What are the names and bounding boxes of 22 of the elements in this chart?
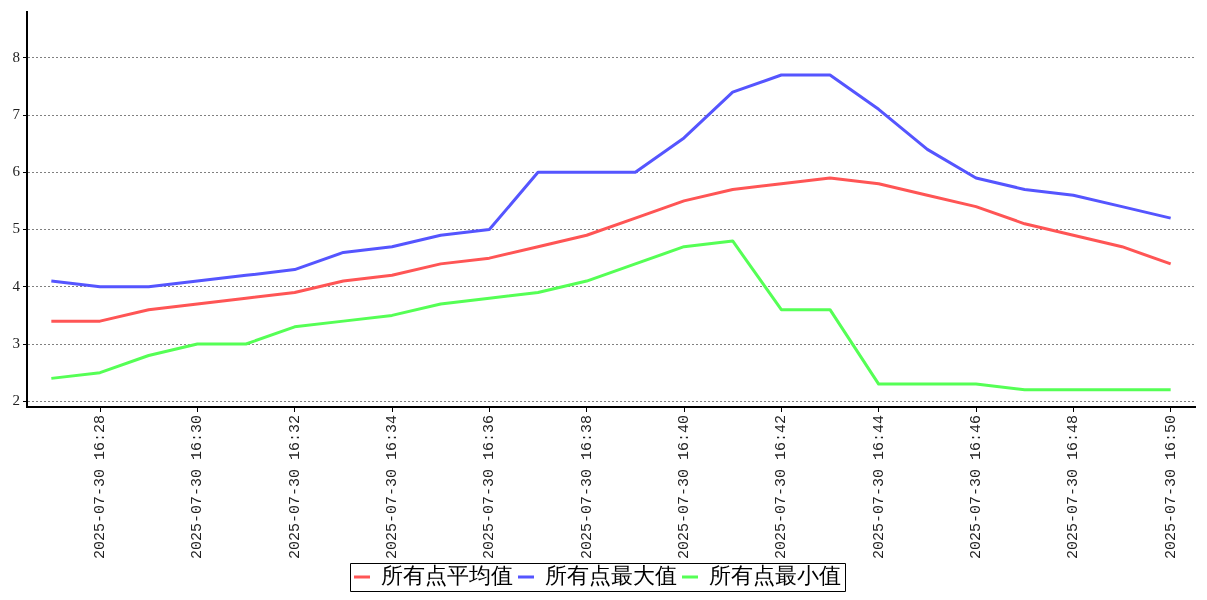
x-tick-label: 2025-07-30 16:48: [1065, 415, 1083, 560]
legend-label: 所有点平均值: [381, 562, 513, 588]
x-tick-label: 2025-07-30 16:28: [91, 415, 109, 560]
x-tick-label: 2025-07-30 16:36: [481, 415, 499, 560]
x-tick-label: 2025-07-30 16:32: [286, 415, 304, 560]
legend-label: 所有点最小值: [709, 562, 841, 588]
x-tick-label: 2025-07-30 16:34: [383, 415, 401, 560]
x-tick-label: 2025-07-30 16:42: [773, 415, 791, 560]
x-tick-label: 2025-07-30 16:50: [1162, 415, 1180, 560]
y-tick-label: 3: [12, 334, 20, 351]
y-tick-label: 4: [12, 277, 21, 294]
x-tick-label: 2025-07-30 16:44: [870, 415, 888, 560]
x-tick-label: 2025-07-30 16:38: [578, 415, 596, 560]
x-tick-label: 2025-07-30 16:40: [675, 415, 693, 560]
y-tick-label: 8: [12, 48, 20, 65]
y-tick-label: 2: [12, 392, 20, 409]
y-tick-label: 6: [12, 163, 21, 180]
y-tick-label: 7: [12, 105, 21, 122]
y-tick-label: 5: [12, 220, 20, 237]
legend-label: 所有点最大值: [545, 562, 677, 588]
x-tick-label: 2025-07-30 16:30: [189, 415, 207, 560]
x-tick-label: 2025-07-30 16:46: [967, 415, 985, 560]
